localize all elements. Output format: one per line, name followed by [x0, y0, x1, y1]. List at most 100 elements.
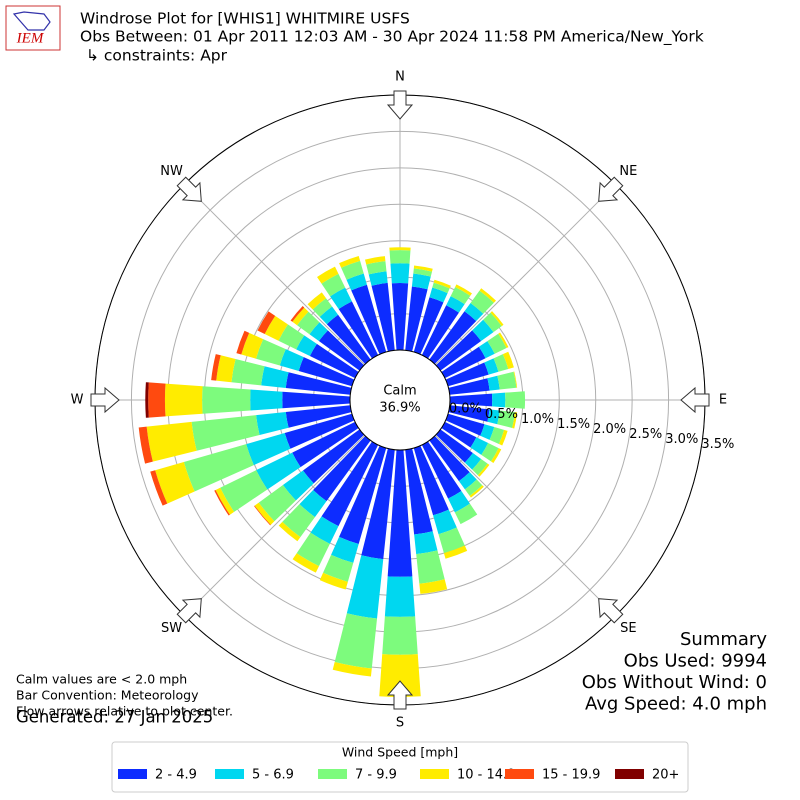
- wind-bar: [445, 413, 485, 436]
- compass-label: W: [71, 393, 84, 408]
- wind-bar: [211, 354, 221, 381]
- note-line: Flow arrows relative to plot center.: [16, 704, 233, 719]
- wind-bar: [326, 314, 371, 365]
- note-line: Calm values are < 2.0 mph: [16, 672, 187, 687]
- legend-label: 5 - 6.9: [252, 768, 294, 783]
- compass-label: SE: [620, 621, 636, 636]
- wind-bar: [435, 330, 482, 371]
- calm-value: 36.9%: [379, 401, 420, 416]
- wind-bar: [454, 503, 478, 525]
- wind-bar: [346, 273, 367, 291]
- legend-swatch: [318, 769, 347, 779]
- legend-label: 20+: [652, 768, 679, 783]
- wind-bar: [490, 448, 502, 463]
- r-tick-label: 1.5%: [557, 417, 590, 432]
- wind-bar: [285, 405, 352, 428]
- flow-arrow: [680, 386, 710, 414]
- wind-bar: [292, 307, 309, 326]
- wind-bar: [421, 441, 462, 499]
- wind-bar: [214, 489, 230, 516]
- r-tick-label: 2.0%: [593, 422, 626, 437]
- wind-bar: [364, 256, 386, 265]
- wind-bar: [330, 287, 352, 310]
- wind-bar: [446, 296, 465, 313]
- wind-bar: [470, 437, 489, 455]
- wind-bar: [236, 330, 250, 355]
- wind-bar: [464, 479, 483, 496]
- wind-bar: [319, 306, 339, 325]
- wind-bar: [429, 287, 448, 303]
- grid-spoke: [435, 435, 617, 617]
- r-tick-label: 1.0%: [521, 412, 554, 427]
- wind-bar: [250, 389, 283, 411]
- wind-bar: [441, 346, 486, 379]
- wind-bar: [145, 382, 149, 418]
- legend-swatch: [615, 769, 644, 779]
- wind-bar: [284, 413, 355, 449]
- wind-bar: [258, 485, 296, 522]
- wind-bar: [416, 550, 445, 584]
- wind-bar: [278, 324, 305, 350]
- polar-area: [94, 94, 706, 706]
- note-line: Bar Convention: Meteorology: [16, 688, 199, 703]
- generated: Generated: 27 Jan 2025: [16, 708, 213, 727]
- wind-bar: [254, 502, 275, 525]
- wind-bar: [368, 271, 388, 286]
- wind-bar: [414, 531, 438, 555]
- wind-bar: [366, 261, 387, 275]
- legend-swatch: [215, 769, 244, 779]
- wind-bar: [202, 386, 251, 414]
- flow-arrow: [598, 176, 624, 202]
- wind-bar: [341, 260, 364, 280]
- grid-spoke: [183, 183, 365, 365]
- wind-bar: [255, 339, 286, 366]
- wind-bar: [321, 273, 346, 297]
- wind-bar: [338, 301, 379, 359]
- legend-label: 7 - 9.9: [355, 768, 397, 783]
- wind-bar: [309, 322, 328, 342]
- wind-bar: [191, 415, 260, 451]
- wind-bar: [470, 290, 494, 314]
- r-tick-label: 3.5%: [701, 437, 734, 452]
- wind-bar: [493, 354, 509, 372]
- wind-bar: [438, 527, 465, 554]
- legend-title: Wind Speed [mph]: [342, 745, 458, 760]
- wind-bar: [449, 393, 493, 407]
- wind-bar: [323, 554, 354, 582]
- wind-bar: [148, 382, 166, 418]
- wind-bar: [150, 470, 168, 506]
- wind-bar: [183, 444, 254, 492]
- wind-bar: [413, 265, 433, 272]
- grid-spoke: [183, 435, 365, 617]
- wind-bar: [146, 421, 197, 462]
- wind-bar: [433, 509, 457, 535]
- wind-bar: [389, 247, 411, 251]
- wind-bar: [138, 426, 153, 464]
- wind-bar: [302, 429, 365, 484]
- wind-bar: [405, 286, 428, 352]
- wind-bar: [483, 312, 502, 333]
- wind-bar: [487, 333, 507, 354]
- wind-bar: [478, 341, 495, 359]
- wind-bar: [479, 288, 496, 303]
- wind-bar: [492, 392, 506, 408]
- summary-line: Obs Without Wind: 0: [582, 672, 767, 693]
- wind-bar: [241, 332, 264, 359]
- wind-bar: [382, 616, 418, 655]
- wind-bar: [296, 532, 330, 567]
- wind-bar: [310, 516, 339, 544]
- r-tick-label: 2.5%: [629, 427, 662, 442]
- wind-bar: [164, 383, 203, 417]
- wind-bar: [231, 358, 265, 386]
- legend-swatch: [420, 769, 449, 779]
- wind-bar: [421, 305, 459, 359]
- wind-bar: [371, 282, 395, 352]
- compass-label: E: [719, 393, 727, 408]
- wind-bar: [155, 461, 195, 504]
- wind-bar: [309, 343, 359, 379]
- summary-line: Avg Speed: 4.0 mph: [585, 694, 767, 715]
- wind-bar: [256, 412, 289, 436]
- wind-bar: [441, 421, 477, 448]
- wind-bar: [502, 351, 514, 369]
